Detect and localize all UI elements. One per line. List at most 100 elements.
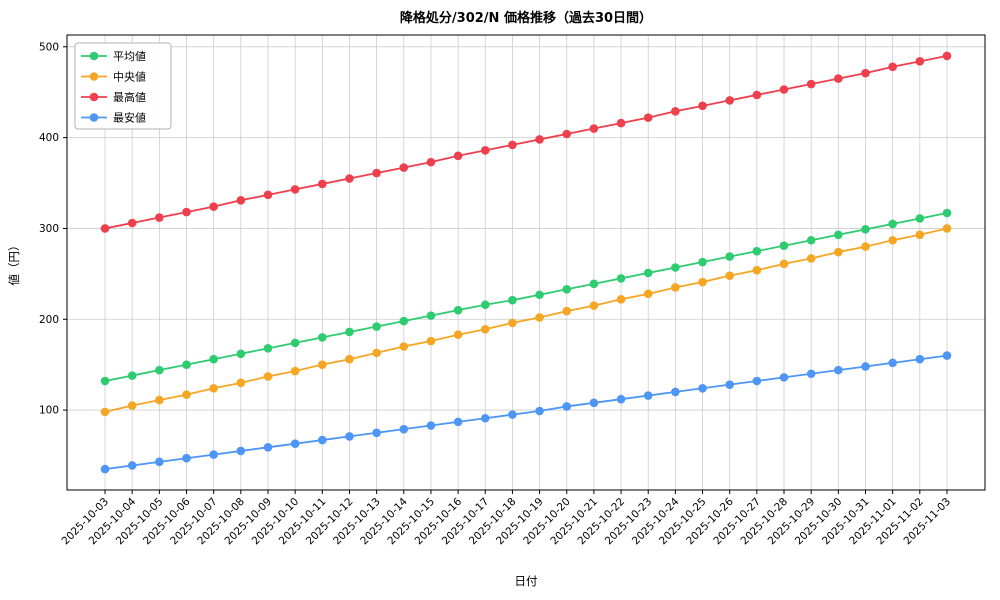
series-marker-1 [752, 265, 762, 275]
series-marker-1 [372, 348, 381, 358]
series-marker-1 [209, 383, 218, 393]
series-marker-0 [399, 316, 409, 326]
series-marker-2 [752, 90, 762, 100]
series-line-0 [104, 212, 948, 382]
y-tick-label: 500 [39, 41, 59, 53]
series-marker-3 [834, 365, 843, 375]
axes-box [66, 34, 986, 491]
series-marker-1 [725, 271, 734, 280]
series-marker-0 [834, 230, 843, 240]
series-marker-3 [915, 354, 925, 364]
series-marker-1 [861, 242, 870, 251]
series-marker-3 [453, 417, 463, 427]
series-marker-2 [698, 101, 707, 111]
series-marker-3 [589, 398, 599, 408]
series-marker-2 [915, 57, 925, 66]
series-marker-3 [127, 461, 137, 470]
series-marker-3 [643, 391, 653, 400]
series-marker-3 [372, 428, 381, 438]
series-marker-1 [345, 354, 354, 364]
series-marker-0 [725, 252, 734, 261]
series-marker-0 [861, 225, 870, 234]
series-marker-0 [345, 327, 354, 337]
series-marker-2 [671, 106, 680, 116]
series-marker-2 [643, 113, 653, 122]
series-marker-0 [209, 354, 218, 364]
series-line-1 [104, 227, 948, 413]
series-marker-3 [155, 457, 164, 467]
series-marker-2 [209, 202, 218, 211]
series-marker-0 [290, 338, 300, 348]
series-marker-2 [100, 224, 110, 233]
series-marker-0 [372, 322, 381, 331]
series-marker-2 [589, 124, 599, 133]
series-marker-2 [426, 157, 436, 167]
y-axis-label: 値（円） [7, 240, 21, 286]
series-marker-1 [779, 259, 789, 269]
series-marker-1 [318, 360, 327, 369]
series-marker-1 [399, 342, 409, 351]
series-marker-0 [263, 344, 273, 353]
series-marker-0 [508, 295, 517, 305]
series-marker-1 [182, 390, 191, 399]
series-marker-3 [942, 351, 952, 360]
series-marker-3 [616, 394, 626, 404]
series-marker-2 [616, 118, 626, 128]
series-marker-2 [182, 207, 191, 217]
series-marker-1 [643, 289, 653, 299]
series-marker-1 [616, 294, 626, 304]
series-marker-2 [861, 68, 870, 78]
series-marker-1 [263, 372, 273, 381]
series-marker-2 [263, 190, 273, 200]
series-marker-0 [236, 349, 246, 359]
y-tick-label: 400 [39, 132, 59, 144]
y-tick-label: 200 [39, 314, 59, 326]
series-marker-0 [589, 279, 599, 289]
series-marker-1 [589, 301, 599, 310]
series-marker-3 [182, 453, 191, 463]
series-marker-0 [155, 365, 164, 375]
legend-label-3: 最安値 [113, 110, 146, 124]
series-marker-0 [915, 214, 925, 223]
legend-label-0: 平均値 [113, 50, 146, 63]
series-marker-3 [100, 464, 110, 474]
legend-marker-1 [89, 72, 99, 81]
series-marker-2 [942, 51, 952, 61]
series-marker-0 [453, 305, 463, 315]
series-marker-2 [345, 174, 354, 183]
series-marker-2 [155, 213, 164, 222]
series-marker-3 [861, 362, 870, 371]
series-marker-2 [453, 151, 463, 161]
y-tick-label: 100 [39, 405, 59, 417]
series-marker-3 [508, 410, 517, 419]
series-marker-0 [643, 268, 653, 278]
series-marker-0 [318, 333, 327, 342]
series-marker-3 [480, 413, 490, 423]
series-marker-3 [698, 383, 707, 393]
series-marker-1 [698, 277, 707, 287]
series-marker-1 [236, 378, 246, 388]
x-axis-label: 日付 [515, 574, 538, 588]
series-marker-3 [426, 421, 436, 430]
series-marker-2 [562, 129, 572, 139]
series-marker-0 [752, 246, 762, 256]
series-marker-1 [426, 336, 436, 346]
series-marker-1 [671, 283, 680, 292]
series-marker-2 [888, 62, 897, 72]
series-marker-0 [480, 300, 490, 310]
series-marker-0 [535, 290, 544, 300]
series-marker-0 [100, 376, 110, 386]
series-marker-2 [806, 79, 816, 89]
series-marker-0 [426, 311, 436, 320]
series-marker-0 [127, 371, 137, 380]
series-marker-2 [318, 179, 327, 189]
series-line-3 [104, 354, 948, 471]
series-marker-3 [318, 435, 327, 445]
series-marker-3 [399, 424, 409, 434]
series-marker-2 [399, 163, 409, 172]
chart-title: 降格処分/302/N 価格推移（過去30日間） [400, 10, 652, 26]
series-marker-3 [209, 450, 218, 459]
series-marker-1 [127, 401, 137, 410]
series-marker-0 [779, 241, 789, 250]
